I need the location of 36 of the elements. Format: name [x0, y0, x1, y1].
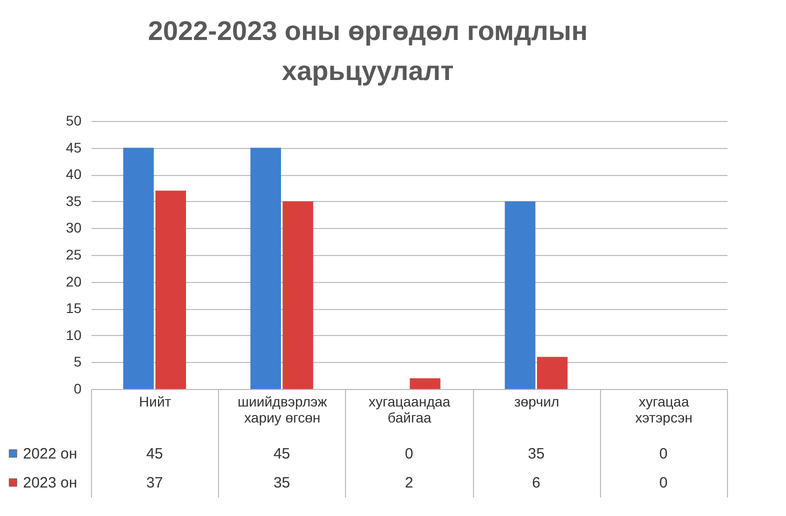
x-tick-label: зөрчил	[514, 394, 560, 410]
chart-title: 2022-2023 оны өргөдөл гомдлын харьцуулалт	[148, 16, 588, 86]
y-tick-label: 0	[74, 380, 82, 396]
y-tick-label: 20	[66, 273, 82, 290]
bar	[155, 190, 186, 389]
data-label: 0	[404, 446, 414, 462]
data-label: 0	[659, 474, 668, 492]
y-tick-label: 25	[66, 246, 82, 262]
data-label: 0	[659, 446, 668, 462]
x-tick-label: хугацаа хэтэрсэн	[635, 394, 693, 426]
legend-label: 2022 он	[23, 446, 78, 462]
y-tick-label: 30	[66, 220, 82, 236]
y-tick-label: 15	[66, 300, 82, 316]
data-label: 2	[404, 474, 414, 492]
bar	[537, 356, 568, 389]
y-tick-label: 5	[74, 354, 82, 370]
bar	[250, 148, 281, 389]
bar	[282, 201, 314, 389]
y-tick-label: 10	[66, 326, 82, 343]
data-label: 37	[146, 474, 163, 492]
data-label: 35	[528, 446, 545, 462]
y-tick-label: 45	[66, 139, 82, 156]
y-tick-label: 40	[66, 166, 82, 182]
data-label: 35	[273, 474, 290, 492]
bar	[504, 201, 536, 389]
y-tick-label: 35	[66, 192, 82, 209]
x-tick-label: шиийдвэрлэж хариу өгсөн	[238, 394, 328, 426]
data-label: 45	[273, 446, 290, 462]
x-tick-label: хугацаандаа байгаа	[368, 394, 451, 426]
x-tick-label: Нийт	[139, 394, 172, 410]
y-tick-label: 50	[66, 112, 82, 128]
bar	[410, 378, 440, 389]
data-label: 45	[146, 446, 163, 462]
bar	[123, 148, 154, 389]
data-label: 6	[532, 474, 540, 492]
legend-label: 2023 он	[23, 474, 78, 492]
